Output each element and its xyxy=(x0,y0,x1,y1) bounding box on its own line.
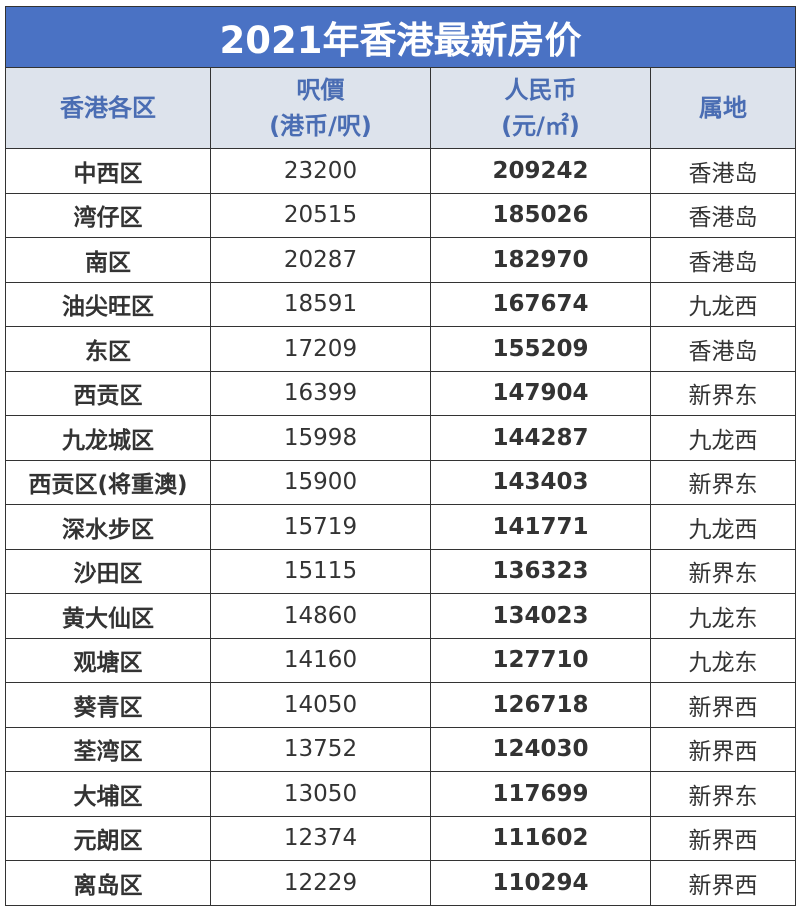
price-rmb-cell: 141771 xyxy=(430,504,651,550)
region-cell: 九龙东 xyxy=(649,593,797,639)
region-cell: 新界东 xyxy=(649,459,797,505)
table-title: 2021年香港最新房价 xyxy=(4,6,797,68)
region-cell: 新界西 xyxy=(649,860,797,906)
region-cell: 香港岛 xyxy=(649,148,797,194)
price-hkd-cell: 12374 xyxy=(210,815,431,861)
price-hkd-cell: 20515 xyxy=(210,192,431,238)
price-rmb-cell: 143403 xyxy=(430,459,651,505)
district-cell: 湾仔区 xyxy=(5,192,211,238)
price-rmb-cell: 134023 xyxy=(430,593,651,639)
price-rmb-cell: 124030 xyxy=(430,726,651,772)
price-rmb-cell: 111602 xyxy=(430,815,651,861)
district-cell: 元朗区 xyxy=(5,815,211,861)
district-cell: 九龙城区 xyxy=(5,415,211,461)
district-cell: 离岛区 xyxy=(5,860,211,906)
price-rmb-cell: 155209 xyxy=(430,326,651,372)
table-row: 油尖旺区 18591 167674 九龙西 xyxy=(5,281,797,327)
table-row: 东区 17209 155209 香港岛 xyxy=(5,326,797,372)
price-hkd-cell: 15900 xyxy=(210,459,431,505)
price-rmb-cell: 185026 xyxy=(430,192,651,238)
header-district: 香港各区 xyxy=(5,67,211,149)
table-row: 南区 20287 182970 香港岛 xyxy=(5,237,797,283)
header-region: 属地 xyxy=(649,67,797,149)
price-hkd-cell: 13752 xyxy=(210,726,431,772)
district-cell: 中西区 xyxy=(5,148,211,194)
district-cell: 南区 xyxy=(5,237,211,283)
price-hkd-cell: 16399 xyxy=(210,370,431,416)
region-cell: 新界东 xyxy=(649,548,797,594)
price-rmb-cell: 167674 xyxy=(430,281,651,327)
price-hkd-cell: 23200 xyxy=(210,148,431,194)
district-cell: 观塘区 xyxy=(5,637,211,683)
price-rmb-cell: 127710 xyxy=(430,637,651,683)
header-price-hkd-line2: (港币/呎) xyxy=(269,112,372,140)
price-rmb-cell: 182970 xyxy=(430,237,651,283)
table-row: 西贡区 16399 147904 新界东 xyxy=(5,370,797,416)
price-hkd-cell: 13050 xyxy=(210,771,431,817)
header-price-rmb-line1: 人民币 xyxy=(504,76,577,104)
table-row: 荃湾区 13752 124030 新界西 xyxy=(5,726,797,772)
price-hkd-cell: 17209 xyxy=(210,326,431,372)
price-rmb-cell: 147904 xyxy=(430,370,651,416)
region-cell: 新界西 xyxy=(649,682,797,728)
region-cell: 香港岛 xyxy=(649,192,797,238)
header-price-hkd-line1: 呎價 xyxy=(296,76,345,104)
price-hkd-cell: 20287 xyxy=(210,237,431,283)
district-cell: 油尖旺区 xyxy=(5,281,211,327)
price-rmb-cell: 110294 xyxy=(430,860,651,906)
table-row: 九龙城区 15998 144287 九龙西 xyxy=(5,415,797,461)
district-cell: 西贡区 xyxy=(5,370,211,416)
price-hkd-cell: 14050 xyxy=(210,682,431,728)
table-row: 中西区 23200 209242 香港岛 xyxy=(5,148,797,194)
region-cell: 新界西 xyxy=(649,815,797,861)
price-table-container: 2021年香港最新房价 香港各区 呎價 (港币/呎) 人民币 (元/㎡) 属地 中西… xyxy=(4,6,797,906)
price-hkd-cell: 15115 xyxy=(210,548,431,594)
price-hkd-cell: 15719 xyxy=(210,504,431,550)
table-row: 西贡区(将重澳) 15900 143403 新界东 xyxy=(5,459,797,505)
price-hkd-cell: 18591 xyxy=(210,281,431,327)
region-cell: 九龙西 xyxy=(649,415,797,461)
table-row: 葵青区 14050 126718 新界西 xyxy=(5,682,797,728)
table-row: 黄大仙区 14860 134023 九龙东 xyxy=(5,593,797,639)
district-cell: 沙田区 xyxy=(5,548,211,594)
district-cell: 东区 xyxy=(5,326,211,372)
price-table: 2021年香港最新房价 香港各区 呎價 (港币/呎) 人民币 (元/㎡) 属地 中西… xyxy=(4,6,797,906)
header-price-hkd: 呎價 (港币/呎) xyxy=(210,67,431,149)
price-rmb-cell: 144287 xyxy=(430,415,651,461)
region-cell: 九龙西 xyxy=(649,504,797,550)
district-cell: 葵青区 xyxy=(5,682,211,728)
table-row: 离岛区 12229 110294 新界西 xyxy=(5,860,797,906)
price-rmb-cell: 126718 xyxy=(430,682,651,728)
price-rmb-cell: 209242 xyxy=(430,148,651,194)
table-row: 沙田区 15115 136323 新界东 xyxy=(5,548,797,594)
district-cell: 西贡区(将重澳) xyxy=(5,459,211,505)
price-rmb-cell: 117699 xyxy=(430,771,651,817)
region-cell: 新界西 xyxy=(649,726,797,772)
district-cell: 大埔区 xyxy=(5,771,211,817)
price-hkd-cell: 12229 xyxy=(210,860,431,906)
price-hkd-cell: 15998 xyxy=(210,415,431,461)
region-cell: 新界东 xyxy=(649,771,797,817)
table-row: 深水步区 15719 141771 九龙西 xyxy=(5,504,797,550)
region-cell: 香港岛 xyxy=(649,326,797,372)
price-rmb-cell: 136323 xyxy=(430,548,651,594)
region-cell: 香港岛 xyxy=(649,237,797,283)
header-price-rmb-line2: (元/㎡) xyxy=(501,112,580,140)
price-hkd-cell: 14160 xyxy=(210,637,431,683)
table-row: 大埔区 13050 117699 新界东 xyxy=(5,771,797,817)
district-cell: 荃湾区 xyxy=(5,726,211,772)
region-cell: 九龙西 xyxy=(649,281,797,327)
header-price-rmb: 人民币 (元/㎡) xyxy=(430,67,651,149)
region-cell: 新界东 xyxy=(649,370,797,416)
district-cell: 黄大仙区 xyxy=(5,593,211,639)
table-row: 湾仔区 20515 185026 香港岛 xyxy=(5,192,797,238)
table-row: 元朗区 12374 111602 新界西 xyxy=(5,815,797,861)
price-hkd-cell: 14860 xyxy=(210,593,431,639)
district-cell: 深水步区 xyxy=(5,504,211,550)
region-cell: 九龙东 xyxy=(649,637,797,683)
table-row: 观塘区 14160 127710 九龙东 xyxy=(5,637,797,683)
